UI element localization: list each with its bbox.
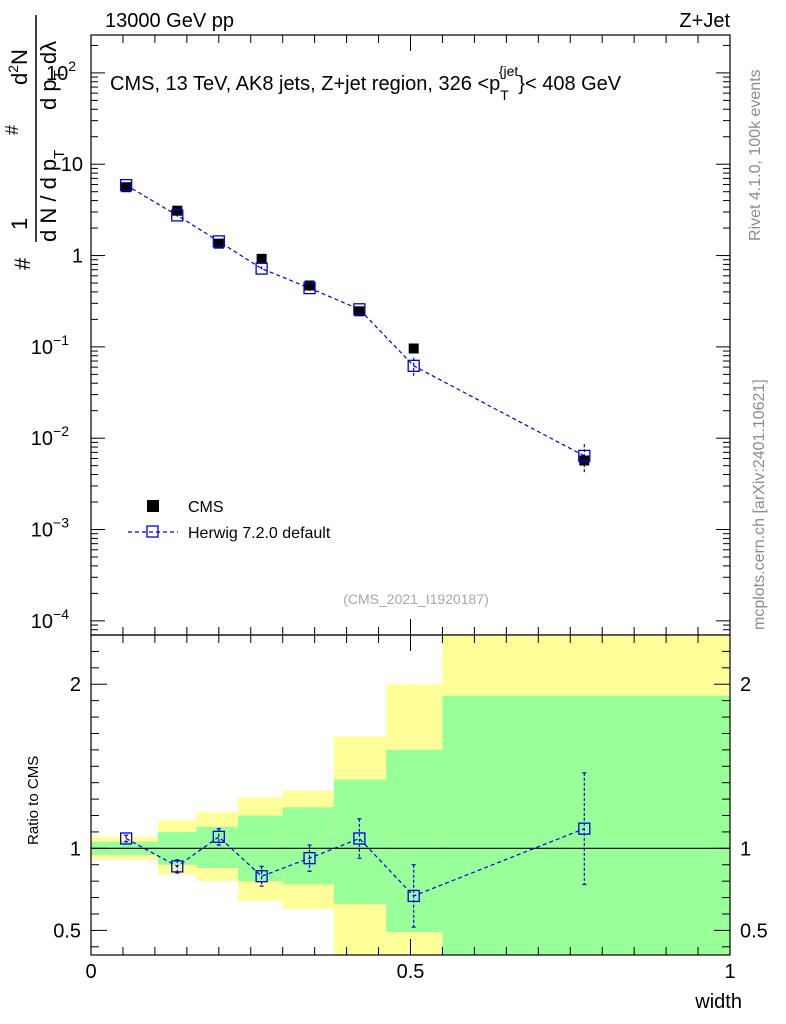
- y-tick-label-main: 10−2: [31, 423, 69, 450]
- y-tick-label-main: 10−4: [31, 606, 69, 633]
- header-right: Z+Jet: [679, 10, 730, 32]
- ratio-herwig-point: [255, 870, 268, 883]
- ratio-herwig-point: [303, 852, 316, 865]
- ylabel-one: 1: [7, 218, 32, 230]
- ratio-herwig-point: [578, 822, 591, 835]
- ylabel-dNdpT-sub: T: [51, 150, 68, 159]
- rivet-label: Rivet 4.1.0, 100k events: [747, 69, 764, 241]
- legend: CMS Herwig 7.2.0 default: [128, 499, 331, 542]
- ratio-herwig-point: [171, 860, 184, 873]
- cms-point: [121, 182, 132, 193]
- y-tick-label-ratio-right: 1: [740, 838, 751, 860]
- main-frame: [90, 34, 731, 636]
- legend-cms-label: CMS: [188, 499, 224, 516]
- ratio-stat-band: [196, 827, 238, 869]
- y-tick-label-main: 10: [61, 154, 83, 176]
- herwig-point: [255, 262, 268, 275]
- legend-herwig-marker: [146, 525, 159, 538]
- x-tick-label: 0: [85, 961, 96, 983]
- y-tick-label-ratio: 0.5: [53, 920, 81, 942]
- y-tick-label-ratio-right: 0.5: [740, 920, 768, 942]
- ylabel-d2: d: [7, 73, 32, 85]
- ratio-herwig-line: [125, 828, 585, 897]
- y-tick-label-main: 102: [46, 58, 76, 85]
- legend-herwig-label: Herwig 7.2.0 default: [188, 525, 331, 542]
- y-tick-label-ratio: 1: [70, 838, 81, 860]
- ratio-stat-band: [442, 695, 730, 955]
- svg-text:d pT dλ: d pT dλ: [36, 41, 68, 110]
- x-tick-label: 1: [724, 961, 735, 983]
- title-tail: }< 408 GeV: [518, 73, 622, 95]
- cms-point: [172, 205, 183, 216]
- ratio-herwig-point: [407, 889, 420, 903]
- mcplots-label: mcplots.cern.ch [arXiv:2401.10621]: [751, 379, 768, 630]
- header-left: 13000 GeV pp: [105, 10, 234, 32]
- ylabel-hash1: #: [10, 257, 35, 270]
- ratio-frame: [90, 634, 731, 956]
- ylabel-dlambda: dλ: [36, 41, 61, 70]
- cms-point: [408, 343, 419, 354]
- svg-text:d2N: d2N: [5, 49, 32, 85]
- svg-text:d N / d pT: d N / d pT: [36, 150, 68, 242]
- herwig-point: [407, 359, 420, 372]
- main-panel: 102 10 1 10−1 10−2 10−3 10−4: [31, 34, 731, 636]
- cms-point: [354, 306, 365, 317]
- y-axis-label: # 1 d N / d pT # d pT dλ d2N: [2, 15, 68, 270]
- ratio-herwig-point: [353, 832, 366, 845]
- ratio-panel: 0 0.5 10.5 0.51 12 2: [53, 634, 768, 983]
- svg-text:#: #: [10, 257, 35, 270]
- ylabel-two: 2: [5, 65, 21, 73]
- title-main: CMS, 13 TeV, AK8 jets, Z+jet region, 326…: [110, 73, 500, 95]
- ylabel-N: N: [7, 49, 32, 65]
- ratio-stat-band: [386, 749, 443, 933]
- x-tick-label: 0.5: [397, 961, 425, 983]
- herwig-point: [171, 209, 184, 222]
- cms-point: [304, 280, 315, 291]
- herwig-point: [303, 281, 316, 295]
- title-sub: T: [500, 87, 509, 103]
- analysis-watermark: (CMS_2021_I1920187): [343, 591, 489, 607]
- title-sup: {jet: [499, 63, 519, 79]
- ratio-axis-label: Ratio to CMS: [25, 756, 42, 845]
- herwig-line: [125, 184, 585, 457]
- herwig-point: [212, 235, 225, 248]
- ratio-herwig-point: [212, 830, 225, 843]
- ylabel-den-sub: T: [51, 70, 68, 79]
- ylabel-den: d p: [36, 79, 61, 110]
- herwig-point: [353, 303, 366, 316]
- x-axis-label: width: [694, 991, 742, 1013]
- herwig-point: [578, 449, 591, 463]
- y-tick-label-ratio: 2: [70, 674, 81, 696]
- y-tick-label-main: 10−3: [31, 515, 69, 542]
- cms-point: [579, 455, 590, 466]
- y-tick-label-main: 1: [72, 246, 83, 268]
- cms-point: [256, 253, 267, 264]
- ylabel-hash2: #: [2, 125, 22, 135]
- plot-title: CMS, 13 TeV, AK8 jets, Z+jet region, 326…: [110, 63, 622, 103]
- y-tick-label-main: 10−1: [31, 332, 69, 359]
- ylabel-dNdpT: d N / d p: [36, 159, 61, 242]
- y-tick-label-ratio-right: 2: [740, 674, 751, 696]
- herwig-point: [119, 179, 133, 192]
- legend-cms-marker: [147, 500, 159, 512]
- cms-point: [213, 238, 224, 249]
- ratio-herwig-point: [119, 832, 133, 845]
- ratio-stat-band: [282, 807, 334, 885]
- ratio-stat-band: [333, 779, 387, 905]
